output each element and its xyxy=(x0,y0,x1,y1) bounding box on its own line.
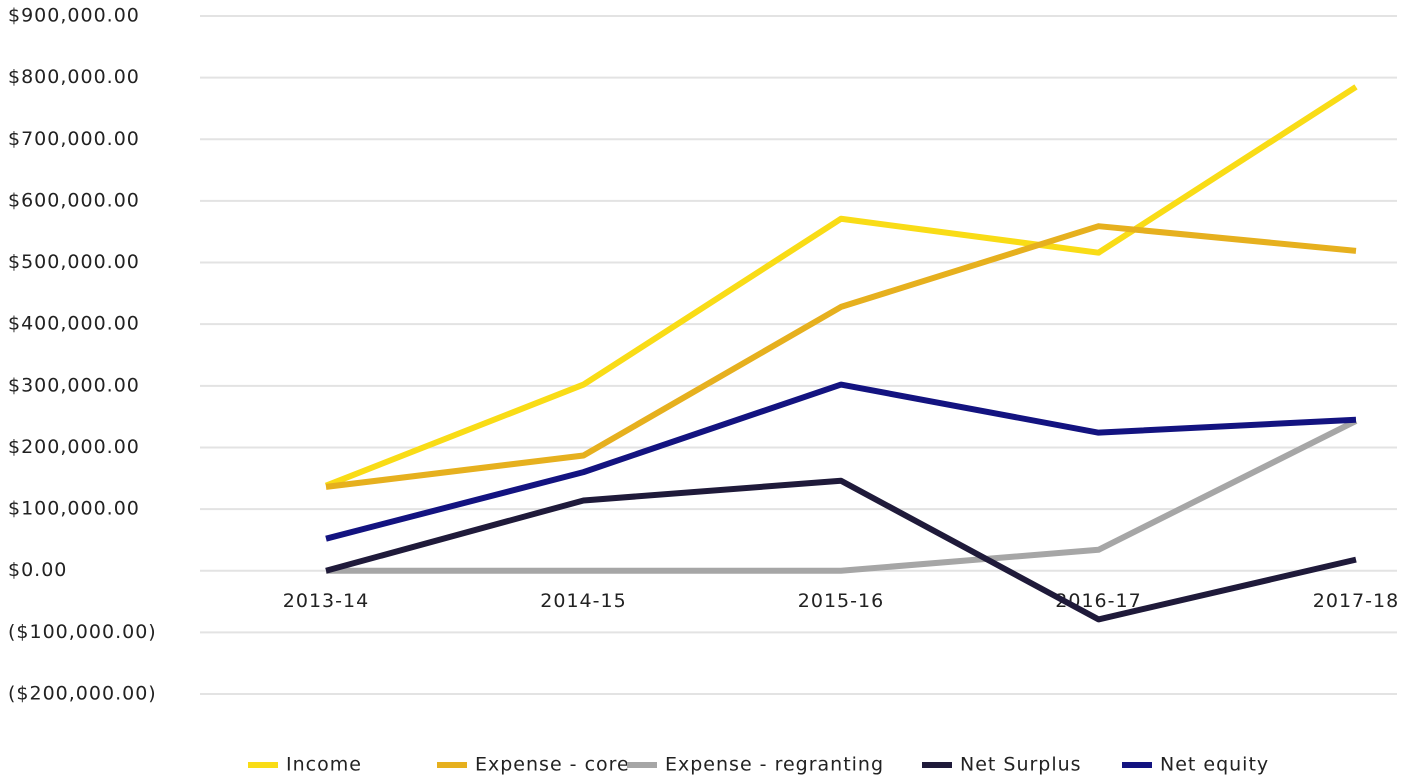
y-tick-label: $700,000.00 xyxy=(8,128,140,150)
y-tick-label: $0.00 xyxy=(8,559,67,581)
legend-label: Net Surplus xyxy=(960,754,1082,776)
y-tick-label: $900,000.00 xyxy=(8,5,140,27)
y-tick-label: $500,000.00 xyxy=(8,251,140,273)
legend-label: Net equity xyxy=(1160,754,1269,776)
x-tick-label: 2015-16 xyxy=(798,590,884,612)
legend-label: Income xyxy=(286,754,362,776)
legend-label: Expense - core xyxy=(475,754,630,776)
series-line xyxy=(324,84,1358,489)
series-line xyxy=(325,477,1357,623)
y-tick-label: ($100,000.00) xyxy=(8,621,157,643)
y-tick-label: $100,000.00 xyxy=(8,498,140,520)
x-tick-label: 2013-14 xyxy=(283,590,369,612)
series-line xyxy=(326,418,1358,574)
legend-label: Expense - regranting xyxy=(665,754,884,776)
series-line xyxy=(325,381,1357,542)
x-tick-label: 2014-15 xyxy=(540,590,626,612)
y-tick-label: $300,000.00 xyxy=(8,374,140,396)
y-tick-label: $400,000.00 xyxy=(8,313,140,335)
y-tick-label: ($200,000.00) xyxy=(8,683,157,705)
y-tick-label: $600,000.00 xyxy=(8,189,140,211)
x-tick-label: 2017-18 xyxy=(1313,590,1399,612)
y-tick-label: $800,000.00 xyxy=(8,66,140,88)
y-tick-label: $200,000.00 xyxy=(8,436,140,458)
series-line xyxy=(325,223,1357,490)
